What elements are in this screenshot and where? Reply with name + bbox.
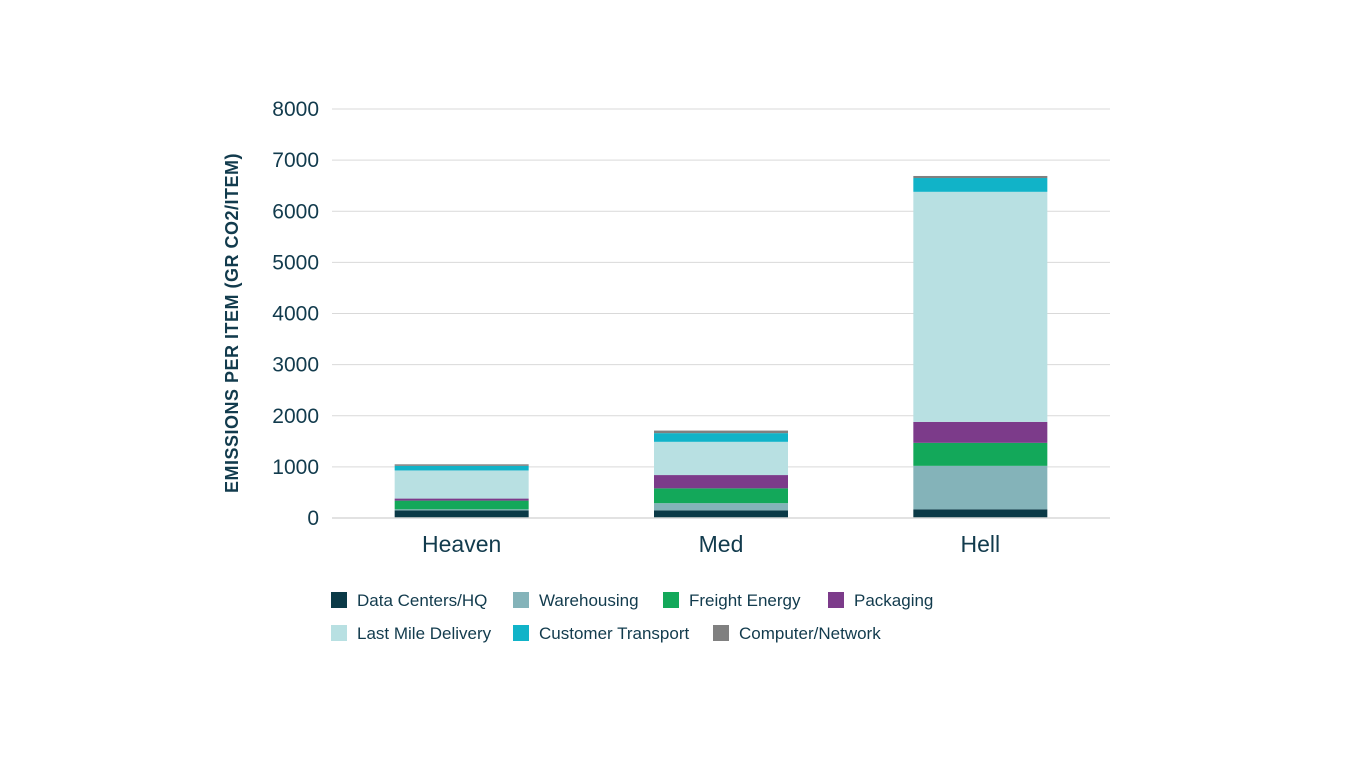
legend-item: Warehousing: [513, 591, 639, 610]
bar-segment: [913, 509, 1048, 518]
bar-segment: [654, 503, 788, 511]
bar-segment: [394, 470, 529, 499]
legend: Data Centers/HQ Warehousing Freight Energy…: [331, 591, 933, 643]
legend-item: Last Mile Delivery: [331, 624, 492, 643]
bar-segment: [394, 464, 529, 466]
y-tick-label: 2000: [272, 405, 319, 428]
gridlines: [332, 108, 1110, 468]
bar-segment: [654, 441, 788, 476]
legend-label: Customer Transport: [539, 624, 689, 643]
legend-swatch: [513, 592, 529, 608]
x-category-label: Heaven: [422, 531, 501, 557]
legend-item: Computer/Network: [713, 624, 881, 643]
legend-swatch: [331, 592, 347, 608]
bar-segment: [394, 510, 529, 518]
bar-segment: [913, 421, 1048, 443]
bar-segment: [394, 500, 529, 510]
bar-segment: [913, 442, 1048, 466]
y-tick-label: 8000: [272, 98, 319, 121]
legend-item: Data Centers/HQ: [331, 591, 487, 610]
bar-segment: [394, 465, 529, 471]
bar-segment: [913, 191, 1048, 422]
legend-label: Warehousing: [539, 591, 639, 610]
bar-segment: [654, 488, 788, 504]
legend-label: Computer/Network: [739, 624, 881, 643]
bar-segment: [913, 178, 1048, 192]
legend-label: Last Mile Delivery: [357, 624, 492, 643]
bar-segment: [913, 465, 1048, 510]
bar-segment: [654, 475, 788, 489]
legend-swatch: [713, 625, 729, 641]
legend-item: Customer Transport: [513, 624, 689, 643]
bar-segment: [394, 498, 529, 501]
bar-segment: [654, 510, 788, 518]
y-axis-label: EMISSIONS PER ITEM (GR CO2/ITEM): [222, 153, 242, 493]
legend-label: Freight Energy: [689, 591, 801, 610]
y-tick-label: 0: [307, 507, 319, 530]
legend-item: Packaging: [828, 591, 933, 610]
bar-segment: [913, 175, 1048, 179]
legend-swatch: [513, 625, 529, 641]
legend-item: Freight Energy: [663, 591, 801, 610]
y-tick-label: 5000: [272, 251, 319, 274]
legend-label: Data Centers/HQ: [357, 591, 487, 610]
bars: [394, 175, 1048, 518]
legend-label: Packaging: [854, 591, 933, 610]
y-tick-label: 4000: [272, 303, 319, 326]
legend-swatch: [828, 592, 844, 608]
y-tick-label: 7000: [272, 149, 319, 172]
x-category-label: Hell: [961, 531, 1001, 557]
legend-swatch: [663, 592, 679, 608]
x-category-label: Med: [699, 531, 744, 557]
bar-segment: [654, 433, 788, 442]
x-axis-categories: Heaven Med Hell: [422, 531, 1000, 557]
legend-swatch: [331, 625, 347, 641]
y-tick-label: 6000: [272, 200, 319, 223]
y-tick-label: 1000: [272, 456, 319, 479]
y-tick-label: 3000: [272, 354, 319, 377]
bar-segment: [654, 430, 788, 434]
y-axis-ticks: 0 1000 2000 3000 4000 5000 6000 7000 8000: [272, 98, 319, 530]
bar-segment: [394, 509, 529, 511]
